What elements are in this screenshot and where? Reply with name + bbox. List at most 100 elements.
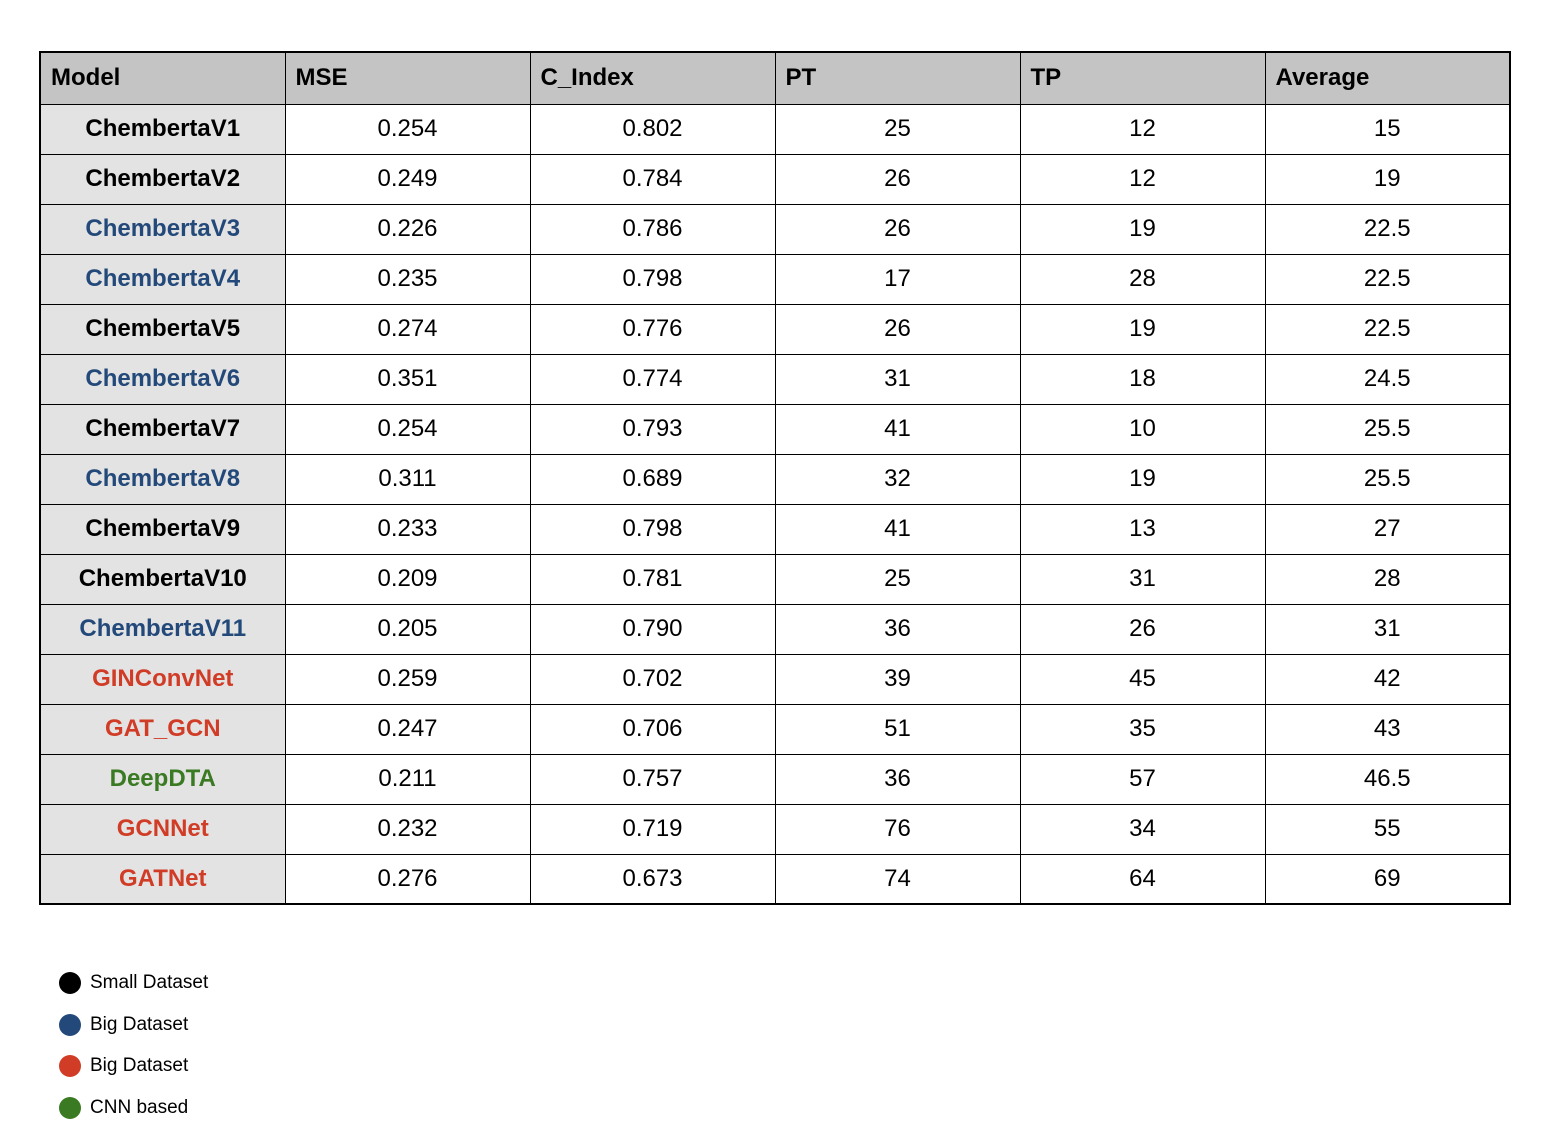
column-header-model: Model (39, 51, 286, 105)
column-header-pt: PT (774, 51, 1021, 105)
legend-dot-icon (59, 1055, 81, 1078)
pt-cell: 26 (774, 203, 1021, 255)
mse-cell: 0.259 (284, 653, 531, 705)
model-name-cell: GAT_GCN (39, 703, 286, 755)
table-row: GAT_GCN 0.247 0.706 51 35 43 (39, 703, 1511, 755)
table-row: ChembertaV11 0.205 0.790 36 26 31 (39, 603, 1511, 655)
mse-cell: 0.247 (284, 703, 531, 755)
c-index-cell: 0.802 (529, 103, 776, 155)
table-row: DeepDTA 0.211 0.757 36 57 46.5 (39, 753, 1511, 805)
legend-dot-icon (59, 972, 81, 994)
table-row: ChembertaV10 0.209 0.781 25 31 28 (39, 553, 1511, 605)
table-row: GATNet 0.276 0.673 74 64 69 (39, 853, 1511, 905)
model-name-cell: ChembertaV3 (39, 203, 286, 255)
pt-cell: 17 (774, 253, 1021, 305)
table-body: ChembertaV1 0.254 0.802 25 12 15 ChembertaV2 0.… (39, 103, 1511, 905)
pt-cell: 25 (774, 553, 1021, 605)
average-cell: 22.5 (1264, 303, 1511, 355)
table-row: ChembertaV9 0.233 0.798 41 13 27 (39, 503, 1511, 555)
legend-item: Big Dataset (59, 1051, 208, 1081)
table-row: ChembertaV7 0.254 0.793 41 10 25.5 (39, 403, 1511, 455)
mse-cell: 0.226 (284, 203, 531, 255)
column-header-average: Average (1264, 51, 1511, 105)
model-name-cell: GCNNet (39, 803, 286, 855)
mse-cell: 0.211 (284, 753, 531, 805)
table-row: ChembertaV6 0.351 0.774 31 18 24.5 (39, 353, 1511, 405)
c-index-cell: 0.776 (529, 303, 776, 355)
pt-cell: 31 (774, 353, 1021, 405)
average-cell: 46.5 (1264, 753, 1511, 805)
c-index-cell: 0.689 (529, 453, 776, 505)
tp-cell: 28 (1019, 253, 1266, 305)
tp-cell: 26 (1019, 603, 1266, 655)
c-index-cell: 0.786 (529, 203, 776, 255)
average-cell: 27 (1264, 503, 1511, 555)
mse-cell: 0.254 (284, 103, 531, 155)
average-cell: 42 (1264, 653, 1511, 705)
table-row: ChembertaV8 0.311 0.689 32 19 25.5 (39, 453, 1511, 505)
model-name-cell: ChembertaV1 (39, 103, 286, 155)
model-name-cell: GATNet (39, 853, 286, 905)
mse-cell: 0.235 (284, 253, 531, 305)
mse-cell: 0.311 (284, 453, 531, 505)
model-name-cell: ChembertaV4 (39, 253, 286, 305)
average-cell: 19 (1264, 153, 1511, 205)
average-cell: 43 (1264, 703, 1511, 755)
pt-cell: 32 (774, 453, 1021, 505)
table-row: ChembertaV3 0.226 0.786 26 19 22.5 (39, 203, 1511, 255)
average-cell: 22.5 (1264, 253, 1511, 305)
tp-cell: 13 (1019, 503, 1266, 555)
table-row: ChembertaV5 0.274 0.776 26 19 22.5 (39, 303, 1511, 355)
tp-cell: 12 (1019, 103, 1266, 155)
pt-cell: 36 (774, 603, 1021, 655)
pt-cell: 76 (774, 803, 1021, 855)
column-header-mse: MSE (284, 51, 531, 105)
mse-cell: 0.274 (284, 303, 531, 355)
legend: Small Dataset Big Dataset Big Dataset CNN b… (59, 968, 208, 1135)
c-index-cell: 0.702 (529, 653, 776, 705)
tp-cell: 31 (1019, 553, 1266, 605)
results-table: Model MSE C_Index PT TP Average ChembertaV1 0.… (39, 51, 1511, 905)
average-cell: 15 (1264, 103, 1511, 155)
mse-cell: 0.276 (284, 853, 531, 905)
model-name-cell: DeepDTA (39, 753, 286, 805)
model-name-cell: ChembertaV10 (39, 553, 286, 605)
pt-cell: 25 (774, 103, 1021, 155)
mse-cell: 0.254 (284, 403, 531, 455)
pt-cell: 36 (774, 753, 1021, 805)
mse-cell: 0.209 (284, 553, 531, 605)
pt-cell: 41 (774, 403, 1021, 455)
legend-dot-icon (59, 1013, 81, 1036)
average-cell: 28 (1264, 553, 1511, 605)
mse-cell: 0.351 (284, 353, 531, 405)
average-cell: 69 (1264, 853, 1511, 905)
c-index-cell: 0.798 (529, 503, 776, 555)
average-cell: 31 (1264, 603, 1511, 655)
c-index-cell: 0.790 (529, 603, 776, 655)
legend-item: Small Dataset (59, 968, 208, 998)
c-index-cell: 0.781 (529, 553, 776, 605)
c-index-cell: 0.784 (529, 153, 776, 205)
average-cell: 22.5 (1264, 203, 1511, 255)
legend-label: Big Dataset (90, 1055, 189, 1077)
average-cell: 24.5 (1264, 353, 1511, 405)
table-row: ChembertaV1 0.254 0.802 25 12 15 (39, 103, 1511, 155)
tp-cell: 19 (1019, 203, 1266, 255)
legend-label: CNN based (90, 1097, 189, 1119)
legend-label: Big Dataset (90, 1013, 189, 1035)
header-row: Model MSE C_Index PT TP Average (39, 51, 1511, 105)
pt-cell: 26 (774, 153, 1021, 205)
model-name-cell: ChembertaV7 (39, 403, 286, 455)
mse-cell: 0.232 (284, 803, 531, 855)
average-cell: 25.5 (1264, 403, 1511, 455)
average-cell: 55 (1264, 803, 1511, 855)
model-name-cell: ChembertaV2 (39, 153, 286, 205)
legend-item: Big Dataset (59, 1010, 208, 1040)
column-header-tp: TP (1019, 51, 1266, 105)
tp-cell: 19 (1019, 453, 1266, 505)
table-header: Model MSE C_Index PT TP Average (39, 51, 1511, 105)
tp-cell: 10 (1019, 403, 1266, 455)
tp-cell: 12 (1019, 153, 1266, 205)
table-row: ChembertaV2 0.249 0.784 26 12 19 (39, 153, 1511, 205)
model-name-cell: ChembertaV9 (39, 503, 286, 555)
